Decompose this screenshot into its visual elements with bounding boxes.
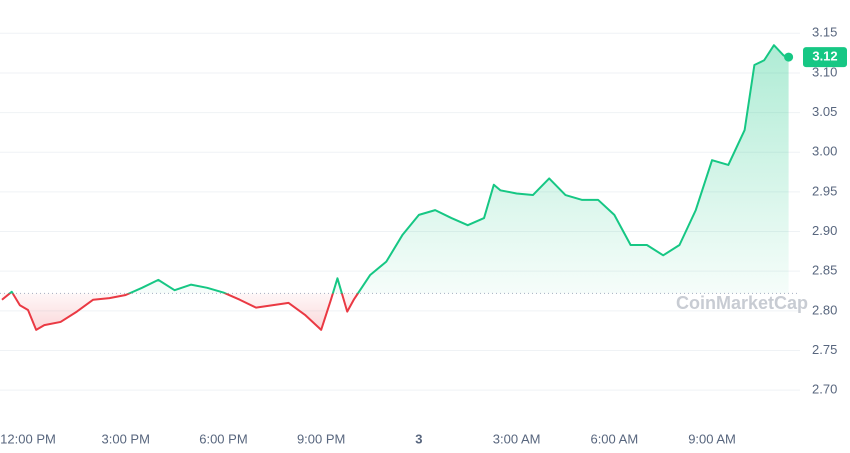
- y-tick-label: 3.00: [812, 144, 837, 159]
- x-tick-label: 3:00 AM: [493, 431, 541, 446]
- price-line: [1, 44, 789, 331]
- price-area: [1, 45, 789, 330]
- price-badge: [803, 47, 847, 68]
- x-tick-label: 6:00 AM: [590, 431, 638, 446]
- x-tick-label: 3:00 PM: [102, 431, 150, 446]
- x-tick-label: 12:00 PM: [0, 431, 56, 446]
- y-tick-label: 3.10: [812, 64, 837, 79]
- y-tick-label: 2.70: [812, 382, 837, 397]
- x-tick-label: 6:00 PM: [199, 431, 247, 446]
- y-tick-label: 2.85: [812, 263, 837, 278]
- y-tick-label: 2.75: [812, 342, 837, 357]
- y-tick-label: 3.05: [812, 104, 837, 119]
- y-tick-label: 2.95: [812, 183, 837, 198]
- x-tick-label: 9:00 AM: [688, 431, 736, 446]
- price-badge-label: 3.12: [812, 49, 837, 64]
- y-tick-label: 3.15: [812, 25, 837, 40]
- last-point: [784, 52, 794, 62]
- watermark: CoinMarketCap: [676, 293, 808, 313]
- y-tick-label: 2.80: [812, 302, 837, 317]
- y-tick-label: 2.90: [812, 223, 837, 238]
- x-tick-label: 3: [415, 431, 422, 446]
- x-tick-label: 9:00 PM: [297, 431, 345, 446]
